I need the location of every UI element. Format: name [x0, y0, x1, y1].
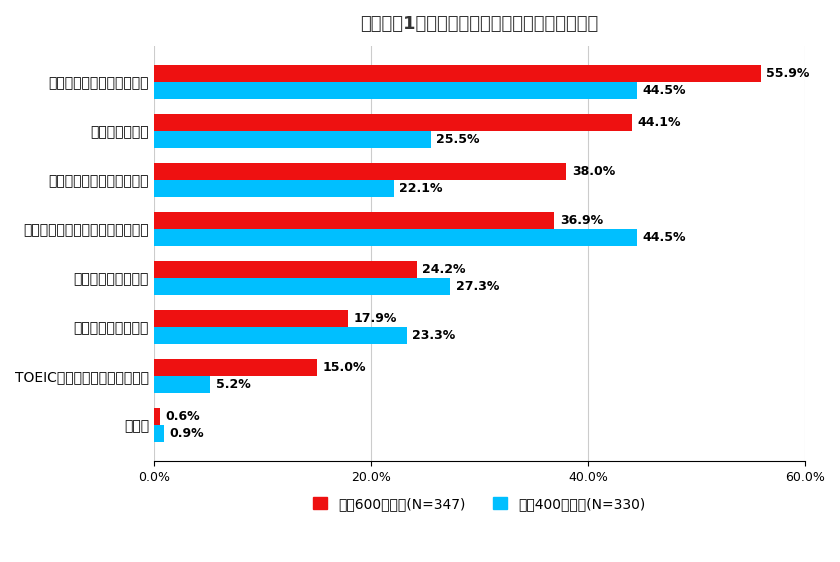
Legend: 年収600万以上(N=347), 年収400万以下(N=330): 年収600万以上(N=347), 年収400万以下(N=330): [307, 491, 651, 516]
Bar: [154, 425, 164, 442]
Bar: [154, 81, 637, 99]
Text: 38.0%: 38.0%: [572, 165, 615, 178]
Bar: [154, 310, 348, 327]
Text: 36.9%: 36.9%: [559, 214, 603, 226]
Bar: [154, 408, 160, 425]
Bar: [154, 131, 431, 148]
Text: 24.2%: 24.2%: [422, 262, 465, 276]
Text: 55.9%: 55.9%: [766, 67, 810, 80]
Text: 22.1%: 22.1%: [399, 182, 443, 195]
Text: 44.1%: 44.1%: [638, 116, 681, 129]
Bar: [154, 278, 450, 295]
Text: 5.2%: 5.2%: [216, 378, 250, 391]
Text: 17.9%: 17.9%: [354, 312, 397, 325]
Bar: [154, 327, 407, 344]
Text: 23.3%: 23.3%: [412, 329, 455, 342]
Text: 0.9%: 0.9%: [169, 427, 203, 440]
Text: 27.3%: 27.3%: [455, 280, 499, 293]
Bar: [154, 359, 317, 376]
Text: 25.5%: 25.5%: [436, 133, 480, 146]
Text: 0.6%: 0.6%: [165, 410, 201, 423]
Bar: [154, 229, 637, 246]
Bar: [154, 180, 394, 197]
Text: 44.5%: 44.5%: [643, 231, 685, 244]
Title: 【グラフ1】転職活動前の準備行動（複数回答）: 【グラフ1】転職活動前の準備行動（複数回答）: [360, 15, 599, 33]
Bar: [154, 162, 566, 180]
Text: 44.5%: 44.5%: [643, 84, 685, 97]
Bar: [154, 65, 760, 81]
Bar: [154, 212, 554, 229]
Bar: [154, 261, 417, 278]
Text: 15.0%: 15.0%: [322, 361, 365, 374]
Bar: [154, 376, 210, 393]
Bar: [154, 114, 633, 131]
